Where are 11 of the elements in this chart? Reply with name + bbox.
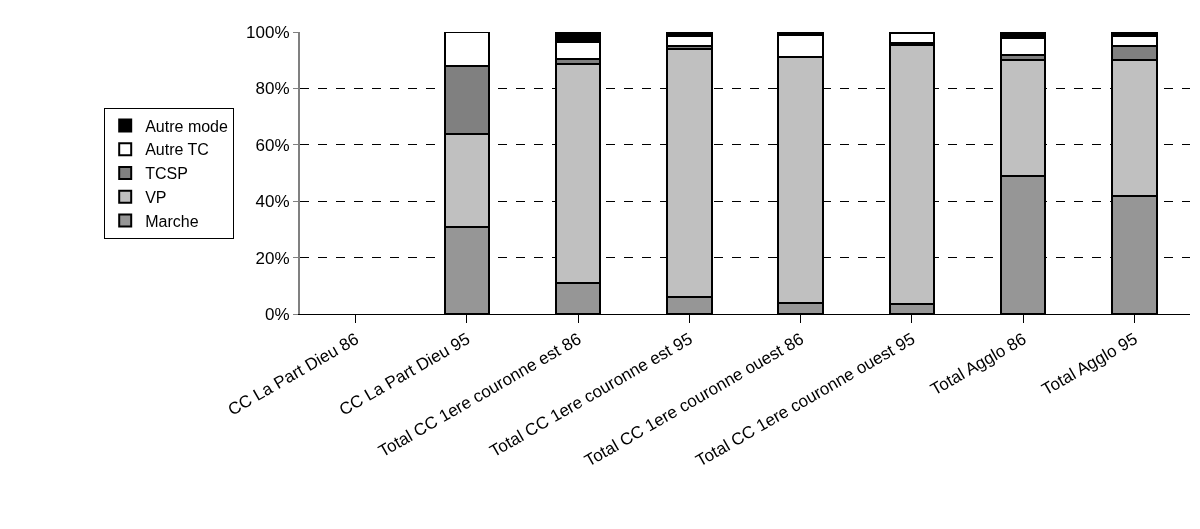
y-tick-label: 80% (255, 79, 290, 99)
legend-label: Autre mode (145, 117, 229, 135)
legend-label: TCSP (145, 165, 188, 183)
legend-label: VP (145, 189, 167, 207)
y-tick-label: 20% (255, 248, 290, 268)
y-tick-label: 40% (255, 192, 290, 212)
y-tick-label: 100% (246, 22, 290, 42)
legend-label: Marche (145, 212, 199, 230)
legend-label: Autre TC (145, 141, 209, 159)
y-tick-label: 0% (265, 304, 290, 324)
y-tick-label: 60% (255, 135, 290, 155)
